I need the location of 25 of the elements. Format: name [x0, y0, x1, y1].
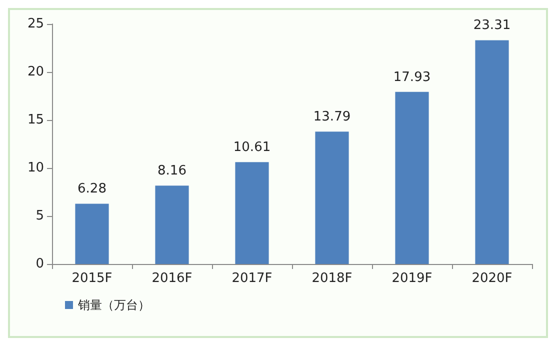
x-tick-label: 2020F — [472, 271, 512, 286]
data-label: 23.31 — [473, 18, 511, 34]
bar — [395, 92, 429, 264]
x-tick-label: 2019F — [392, 271, 432, 286]
bar — [155, 186, 189, 264]
bar — [315, 132, 349, 264]
data-label: 13.79 — [313, 110, 351, 125]
data-label: 6.28 — [78, 182, 106, 197]
y-tick-label: 25 — [27, 16, 44, 32]
data-label: 10.61 — [233, 140, 271, 156]
bar — [75, 204, 109, 264]
y-tick-label: 10 — [27, 160, 44, 176]
x-tick-label: 2016F — [152, 271, 192, 286]
x-tick-label: 2018F — [312, 271, 352, 286]
bar — [235, 162, 269, 264]
y-tick-label: 20 — [27, 64, 44, 80]
x-tick-label: 2017F — [232, 271, 272, 286]
y-tick-label: 0 — [36, 256, 44, 272]
data-label: 8.16 — [158, 164, 186, 179]
legend-label: 销量（万台） — [77, 298, 150, 312]
bar — [475, 40, 509, 264]
x-tick-label: 2015F — [72, 271, 112, 286]
y-tick-label: 5 — [36, 208, 44, 224]
y-tick-label: 15 — [27, 112, 44, 128]
data-label: 17.93 — [393, 70, 431, 85]
